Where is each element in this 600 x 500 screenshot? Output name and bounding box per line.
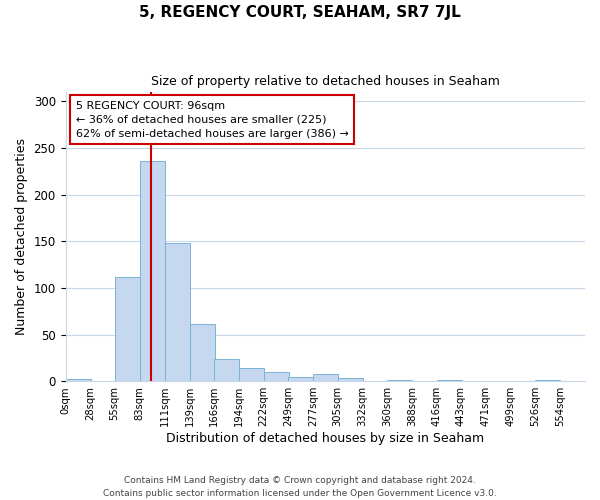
Bar [214, 359, 239, 381]
Y-axis label: Number of detached properties: Number of detached properties [15, 138, 28, 335]
Bar [190, 324, 215, 381]
Bar [313, 374, 338, 381]
Bar [437, 380, 462, 381]
Bar [263, 372, 289, 381]
Bar [535, 380, 560, 381]
Bar [65, 380, 91, 381]
Text: Contains HM Land Registry data © Crown copyright and database right 2024.
Contai: Contains HM Land Registry data © Crown c… [103, 476, 497, 498]
Text: 5 REGENCY COURT: 96sqm
← 36% of detached houses are smaller (225)
62% of semi-de: 5 REGENCY COURT: 96sqm ← 36% of detached… [76, 100, 349, 138]
X-axis label: Distribution of detached houses by size in Seaham: Distribution of detached houses by size … [166, 432, 484, 445]
Title: Size of property relative to detached houses in Seaham: Size of property relative to detached ho… [151, 75, 500, 88]
Bar [239, 368, 263, 381]
Bar [387, 380, 412, 381]
Bar [115, 276, 140, 381]
Text: 5, REGENCY COURT, SEAHAM, SR7 7JL: 5, REGENCY COURT, SEAHAM, SR7 7JL [139, 5, 461, 20]
Bar [288, 376, 313, 381]
Bar [140, 161, 164, 381]
Bar [338, 378, 363, 381]
Bar [164, 243, 190, 381]
